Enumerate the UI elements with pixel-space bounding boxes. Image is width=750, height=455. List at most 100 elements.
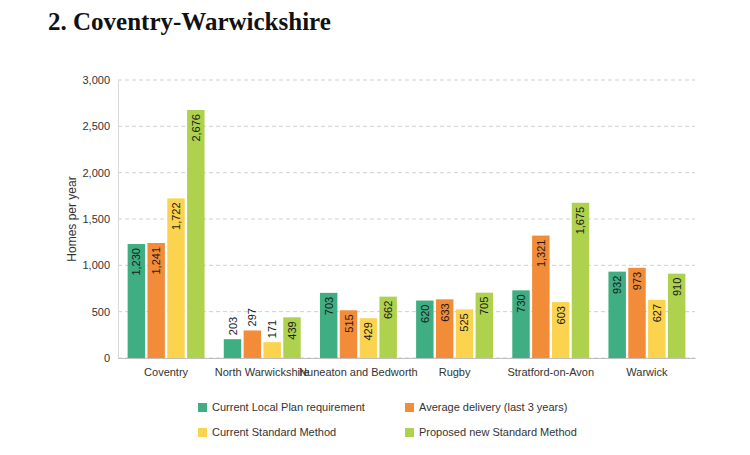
legend-swatch: [198, 428, 207, 437]
chart: 2. Coventry-Warwickshire 0 500 1,000 1,500 2,…: [0, 0, 750, 455]
data-label: 703: [323, 297, 335, 315]
y-tick: 1,000: [82, 259, 118, 271]
x-tick-label: Rugby: [439, 366, 471, 378]
grid: [118, 80, 695, 358]
y-tick: 2,000: [82, 167, 118, 179]
bar: [476, 293, 493, 358]
grid-line: [118, 172, 695, 173]
y-tick: 3,000: [82, 74, 118, 86]
x-axis: Coventry North WarwickshireNuneaton and B…: [119, 358, 696, 378]
legend-label: Proposed new Standard Method: [419, 426, 577, 438]
legend-item: Current Local Plan requirement: [198, 401, 365, 413]
y-tick: 500: [92, 306, 118, 318]
data-label: 2,676: [190, 114, 202, 142]
bar: [532, 236, 549, 358]
bar: [320, 293, 337, 358]
data-label: 203: [227, 317, 239, 335]
x-tick-label: Stratford-on-Avon: [507, 366, 594, 378]
bar: [128, 244, 145, 358]
y-tick-label: 500: [92, 306, 110, 318]
bar: [167, 198, 184, 358]
data-label: 525: [458, 313, 470, 331]
bar: [668, 274, 685, 358]
data-label: 439: [286, 321, 298, 339]
legend-label: Current Standard Method: [212, 426, 336, 438]
bar: [648, 300, 665, 358]
bar: [512, 290, 529, 358]
data-label: 627: [651, 304, 663, 322]
y-tick-label: 0: [104, 352, 110, 364]
y-tick-label: 2,000: [82, 167, 110, 179]
data-label: 297: [246, 308, 258, 326]
y-tick-label: 2,500: [82, 120, 110, 132]
data-label: 973: [631, 272, 643, 290]
data-label: 515: [343, 314, 355, 332]
data-label: 910: [671, 278, 683, 296]
grid-line: [118, 126, 695, 127]
bars: [128, 110, 686, 358]
grid-line: [118, 80, 695, 81]
y-tick-label: 3,000: [82, 74, 110, 86]
grid-line: [118, 219, 695, 220]
data-label: 1,321: [535, 240, 547, 268]
y-axis-title: Homes per year: [65, 176, 79, 261]
x-tick: Warwick: [626, 358, 668, 378]
bar: [552, 302, 569, 358]
legend-swatch: [198, 403, 207, 412]
y-tick: 2,500: [82, 120, 118, 132]
data-labels: 1,230 203 703 620 730 932 1,241 297 515 633 1,321 9…: [130, 114, 682, 341]
data-label: 1,241: [150, 247, 162, 275]
legend-item: Average delivery (last 3 years): [405, 401, 567, 413]
legend-label: Average delivery (last 3 years): [419, 401, 567, 413]
bar: [147, 243, 164, 358]
bar: [379, 297, 396, 358]
bar: [263, 342, 280, 358]
x-tick-label: Warwick: [626, 366, 668, 378]
legend-item: Proposed new Standard Method: [405, 426, 577, 438]
x-tick-label: Coventry: [144, 366, 189, 378]
bar: [436, 299, 453, 358]
data-label: 1,675: [574, 207, 586, 235]
bar: [244, 330, 261, 358]
y-axis: 0 500 1,000 1,500 2,000 2,500 3,000: [82, 74, 118, 364]
title: 2. Coventry-Warwickshire: [48, 8, 331, 35]
bar: [628, 268, 645, 358]
x-tick: Coventry: [144, 358, 189, 378]
data-label: 603: [555, 306, 567, 324]
data-label: 705: [478, 297, 490, 315]
bar: [360, 318, 377, 358]
y-tick: 0: [104, 352, 118, 364]
bar: [416, 301, 433, 358]
x-tick: North Warwickshire: [215, 358, 310, 378]
data-label: 730: [515, 294, 527, 312]
y-tick-label: 1,500: [82, 213, 110, 225]
data-label: 429: [362, 322, 374, 340]
bar: [224, 339, 241, 358]
legend-label: Current Local Plan requirement: [212, 401, 365, 413]
bar: [283, 317, 300, 358]
y-axis-line: [118, 81, 119, 359]
legend-swatch: [405, 403, 414, 412]
data-label: 932: [611, 276, 623, 294]
data-label: 620: [419, 305, 431, 323]
data-label: 171: [266, 320, 278, 338]
bar: [608, 272, 625, 358]
legend-swatch: [405, 428, 414, 437]
bar: [187, 110, 204, 358]
y-tick-label: 1,000: [82, 259, 110, 271]
bar: [572, 203, 589, 358]
data-label: 662: [382, 301, 394, 319]
bar: [340, 310, 357, 358]
bar: [456, 309, 473, 358]
x-tick-label: North Warwickshire: [215, 366, 310, 378]
data-label: 1,722: [170, 202, 182, 230]
x-axis-line: [119, 358, 696, 359]
legend: Current Local Plan requirement Average de…: [198, 401, 577, 438]
data-label: 633: [439, 303, 451, 321]
grid-line: [118, 265, 695, 266]
x-tick: Nuneaton and Bedworth: [299, 358, 418, 378]
x-tick-label: Nuneaton and Bedworth: [299, 366, 418, 378]
data-label: 1,230: [130, 248, 142, 276]
x-tick: Rugby: [439, 358, 471, 378]
x-tick: Stratford-on-Avon: [507, 358, 594, 378]
